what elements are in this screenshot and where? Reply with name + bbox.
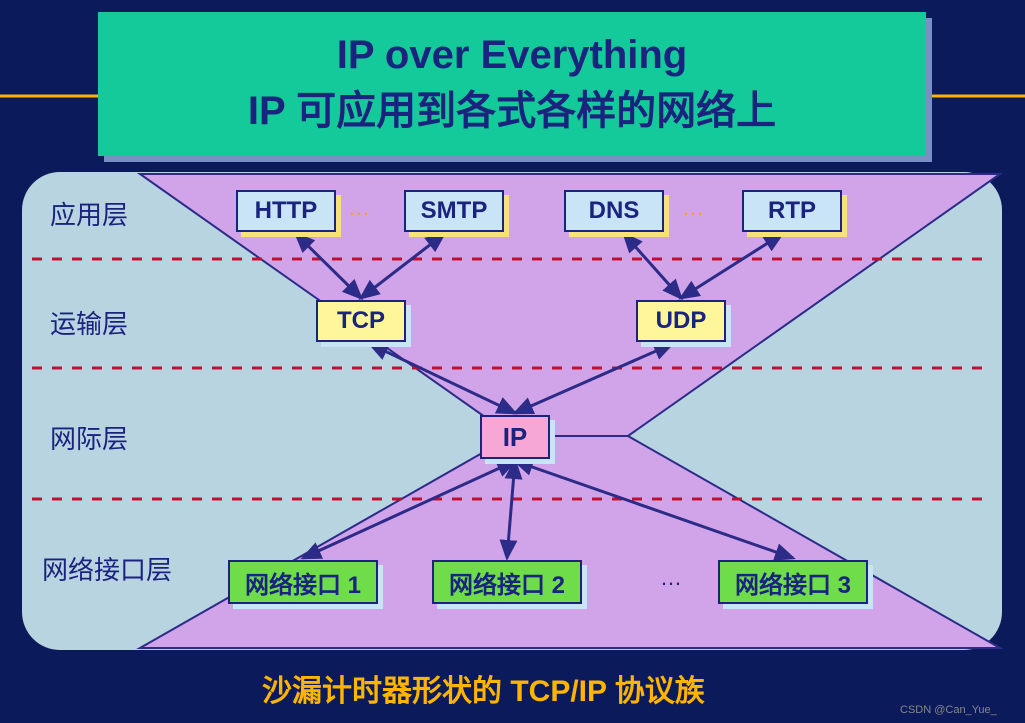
ellipsis-2: … xyxy=(660,565,684,591)
layer-label-2: 网际层 xyxy=(50,419,128,456)
title-banner: IP over EverythingIP 可应用到各式各样的网络上 xyxy=(98,12,926,156)
node-http: HTTP xyxy=(236,190,336,232)
node-if3: 网络接口 3 xyxy=(718,560,868,604)
node-if2: 网络接口 2 xyxy=(432,560,582,604)
layer-label-0: 应用层 xyxy=(50,195,128,232)
diagram-root: IP over EverythingIP 可应用到各式各样的网络上应用层运输层网… xyxy=(0,0,1025,723)
layer-label-3: 网络接口层 xyxy=(42,550,172,587)
node-smtp: SMTP xyxy=(404,190,504,232)
title-line1: IP over Everything xyxy=(337,33,688,78)
ellipsis-1: … xyxy=(682,195,706,221)
watermark: CSDN @Can_Yue_ xyxy=(900,704,997,716)
node-rtp: RTP xyxy=(742,190,842,232)
ellipsis-0: … xyxy=(348,195,372,221)
node-ip: IP xyxy=(480,415,550,459)
caption: 沙漏计时器形状的 TCP/IP 协议族 xyxy=(262,666,705,710)
layer-label-1: 运输层 xyxy=(50,304,128,341)
node-tcp: TCP xyxy=(316,300,406,342)
node-udp: UDP xyxy=(636,300,726,342)
node-dns: DNS xyxy=(564,190,664,232)
node-if1: 网络接口 1 xyxy=(228,560,378,604)
title-line2: IP 可应用到各式各样的网络上 xyxy=(248,78,776,136)
